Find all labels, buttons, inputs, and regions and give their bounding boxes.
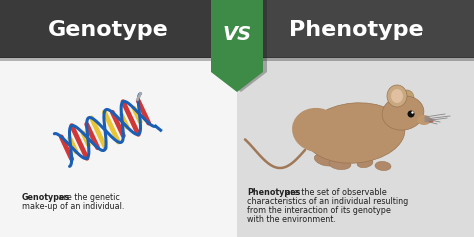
Ellipse shape (375, 161, 391, 171)
Polygon shape (211, 0, 263, 92)
Text: characteristics of an individual resulting: characteristics of an individual resulti… (247, 197, 408, 206)
Ellipse shape (369, 107, 397, 133)
Ellipse shape (400, 90, 414, 106)
Text: Genotype: Genotype (47, 20, 168, 40)
Text: are the genetic: are the genetic (56, 193, 120, 202)
Text: Phenotypes: Phenotypes (247, 188, 301, 197)
Text: Phenotype: Phenotype (289, 20, 423, 40)
Circle shape (411, 111, 414, 114)
Ellipse shape (357, 158, 373, 168)
Ellipse shape (305, 103, 405, 163)
Ellipse shape (391, 89, 403, 103)
Polygon shape (215, 0, 267, 92)
Ellipse shape (417, 115, 431, 125)
Circle shape (408, 110, 414, 118)
Text: are the set of observable: are the set of observable (283, 188, 387, 197)
Ellipse shape (314, 154, 336, 166)
Text: make-up of an individual.: make-up of an individual. (22, 202, 124, 211)
Text: with the environment.: with the environment. (247, 215, 336, 224)
Text: Genotypes: Genotypes (22, 193, 70, 202)
Bar (0, 57, 474, 61)
Bar (237, 58, 474, 237)
Text: VS: VS (222, 24, 252, 44)
Bar (0, 0, 237, 58)
Ellipse shape (292, 108, 342, 152)
Ellipse shape (382, 96, 424, 130)
Ellipse shape (329, 159, 351, 169)
Bar (237, 0, 474, 58)
Ellipse shape (387, 85, 407, 107)
Bar (0, 58, 237, 237)
Ellipse shape (428, 119, 434, 123)
Text: from the interaction of its genotype: from the interaction of its genotype (247, 206, 391, 215)
